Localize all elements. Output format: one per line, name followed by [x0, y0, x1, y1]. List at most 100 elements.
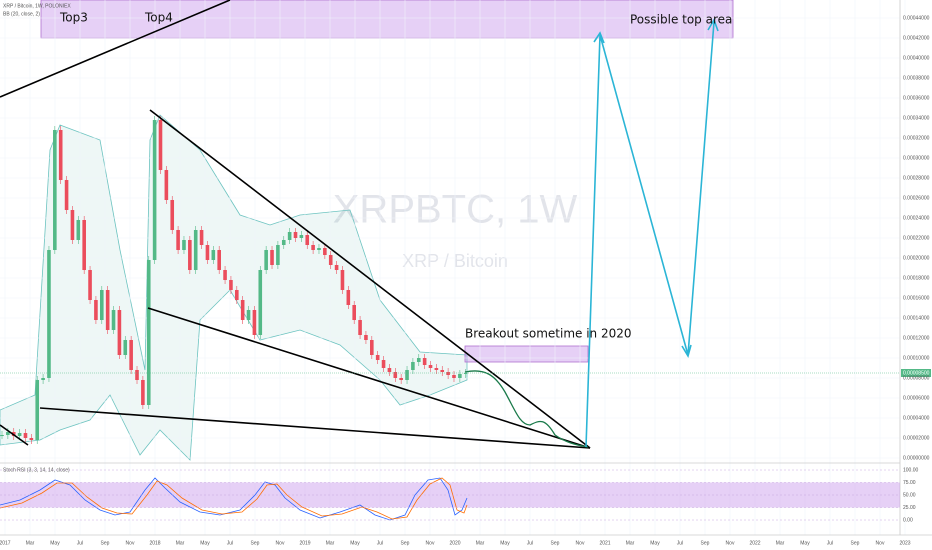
- candle: [411, 362, 415, 370]
- x-tick-label: Nov: [726, 540, 735, 546]
- y-tick-label: 0.00014000: [903, 315, 930, 321]
- candle: [352, 305, 356, 320]
- candle: [193, 230, 198, 270]
- candle: [76, 220, 81, 240]
- y-tick-label: 0.00042000: [903, 35, 930, 41]
- candle: [416, 358, 421, 362]
- candle: [405, 370, 409, 380]
- candle: [458, 374, 462, 378]
- candle: [170, 200, 175, 230]
- candle: [235, 290, 239, 300]
- candle: [229, 280, 233, 290]
- x-tick-label: Mar: [176, 540, 185, 546]
- annotation: Top3: [59, 11, 88, 25]
- trendline: [0, 424, 29, 446]
- candle: [135, 370, 139, 380]
- candle: [152, 120, 157, 260]
- y-tick-label: 0.00000000: [903, 455, 930, 461]
- candle: [205, 245, 210, 260]
- y-tick-label: 0.00024000: [903, 215, 930, 221]
- x-tick-label: Sep: [551, 540, 560, 546]
- x-tick-label: May: [800, 540, 810, 546]
- candle: [41, 378, 45, 380]
- candle: [264, 250, 268, 270]
- x-tick-label: Mar: [26, 540, 35, 546]
- x-tick-label: Sep: [101, 540, 110, 546]
- x-tick-label: 2023: [899, 540, 910, 546]
- stoch-k: [0, 477, 468, 521]
- y-tick-label: 0.00034000: [903, 115, 930, 121]
- candle: [463, 373, 468, 374]
- candle: [287, 232, 292, 240]
- x-tick-label: Mar: [626, 540, 635, 546]
- candle: [422, 358, 427, 365]
- candle: [164, 170, 169, 200]
- stoch-d: [0, 477, 468, 520]
- x-tick-label: Jul: [77, 540, 83, 546]
- y-tick-label: 0.00040000: [903, 55, 930, 61]
- y-tick-label: 0.00016000: [903, 295, 930, 301]
- candle: [281, 240, 286, 245]
- candle: [252, 310, 257, 335]
- candle: [358, 320, 362, 335]
- candle: [53, 130, 57, 250]
- candle: [223, 270, 227, 280]
- candle: [299, 235, 304, 238]
- candle: [370, 340, 374, 355]
- candle: [364, 335, 368, 340]
- candle: [381, 360, 386, 368]
- price-label: 0.00008500: [903, 370, 930, 376]
- stoch-title: Stoch RSI (3, 3, 14, 14, close): [3, 467, 70, 473]
- candle: [105, 290, 110, 330]
- candle: [446, 372, 450, 375]
- x-tick-label: Jul: [677, 540, 683, 546]
- candle: [240, 300, 245, 320]
- candle: [340, 270, 345, 290]
- trendline: [39, 407, 591, 449]
- y-tick-label: 0.00002000: [903, 435, 930, 441]
- x-tick-label: 2022: [749, 540, 760, 546]
- x-tick-label: 2020: [449, 540, 460, 546]
- breakout-box: [464, 345, 589, 363]
- candle: [117, 310, 122, 355]
- y-tick-label: 0.00022000: [903, 235, 930, 241]
- x-tick-label: Mar: [776, 540, 785, 546]
- y-tick-label: 0.00030000: [903, 155, 930, 161]
- candle: [29, 438, 34, 440]
- y-tick-label: 0.00008000: [903, 375, 930, 381]
- candle: [47, 250, 51, 378]
- y-tick-label: 0.00028000: [903, 175, 930, 181]
- x-tick-label: Sep: [701, 540, 710, 546]
- candle: [158, 120, 163, 170]
- candle: [123, 340, 128, 355]
- y-tick-label: 0.00010000: [903, 355, 930, 361]
- x-tick-label: Nov: [876, 540, 885, 546]
- annotation: Possible top area: [630, 13, 732, 27]
- x-tick-label: Nov: [126, 540, 135, 546]
- trendlines: [0, 0, 591, 449]
- candle: [129, 340, 133, 370]
- candles: [0, 116, 468, 444]
- x-tick-label: Jul: [527, 540, 533, 546]
- annotation: Breakout sometime in 2020: [465, 327, 632, 341]
- candle: [199, 230, 204, 245]
- x-tick-label: Jul: [827, 540, 833, 546]
- projection-curve: [464, 370, 589, 448]
- candle: [64, 180, 69, 210]
- candle: [176, 230, 180, 250]
- x-tick-label: Nov: [426, 540, 435, 546]
- x-tick-label: Jul: [227, 540, 233, 546]
- candle: [328, 255, 333, 265]
- trendline: [149, 109, 591, 449]
- candle: [99, 290, 104, 320]
- candle: [440, 370, 445, 372]
- candle: [23, 433, 28, 438]
- stoch-tick-label: 50.00: [903, 492, 916, 498]
- x-tick-label: 2021: [599, 540, 610, 546]
- stoch-tick-label: 0.00: [903, 517, 913, 523]
- x-tick-label: Nov: [276, 540, 285, 546]
- indicator-label: BB (20, close, 2): [3, 11, 40, 17]
- x-tick-label: 2019: [299, 540, 310, 546]
- candle: [323, 248, 327, 255]
